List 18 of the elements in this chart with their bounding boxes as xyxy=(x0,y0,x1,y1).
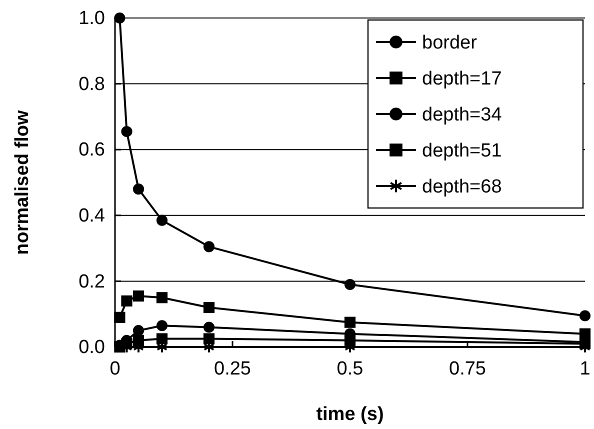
x-tick-label: 0 xyxy=(110,358,120,380)
y-tick-label: 1.0 xyxy=(78,8,105,30)
x-tick-label: 1 xyxy=(580,358,590,380)
legend-label: depth=51 xyxy=(422,140,502,162)
y-tick-label: 0.2 xyxy=(78,271,105,292)
y-tick-label: 0.0 xyxy=(78,337,105,358)
legend-label: depth=34 xyxy=(422,104,502,126)
x-tick-label: 0.5 xyxy=(336,358,364,380)
y-tick-label: 0.8 xyxy=(78,74,105,95)
y-tick-label: 0.4 xyxy=(78,205,106,226)
x-tick-label: 0.75 xyxy=(449,358,486,380)
x-tick-label: 0.25 xyxy=(214,358,251,380)
legend-label: depth=68 xyxy=(422,176,502,198)
y-axis-title: normalised flow xyxy=(12,110,33,255)
y-tick-label: 0.6 xyxy=(78,140,105,161)
legend-label: depth=17 xyxy=(422,68,502,90)
legend-label: border xyxy=(422,32,478,54)
x-axis-title: time (s) xyxy=(316,404,384,425)
